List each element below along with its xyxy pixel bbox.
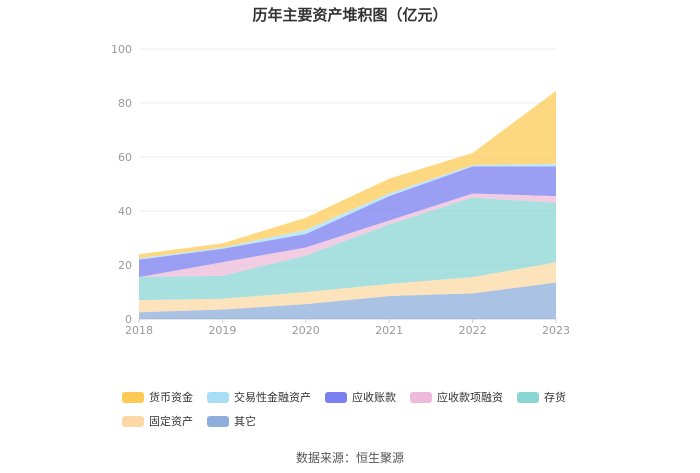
legend-label: 交易性金融资产 <box>234 391 311 404</box>
area-应收款项融资[interactable] <box>139 193 556 278</box>
x-tick-label: 2019 <box>208 324 236 337</box>
legend: 货币资金 交易性金融资产 应收账款 应收款项融资 存货固定资产 其它 <box>122 389 602 429</box>
area-存货[interactable] <box>139 197 556 301</box>
legend-swatch <box>410 391 432 403</box>
y-tick-label: 100 <box>111 43 132 56</box>
area-series <box>139 90 556 319</box>
legend-item[interactable]: 固定资产 <box>122 413 193 429</box>
legend-label: 固定资产 <box>149 415 193 428</box>
legend-swatch <box>207 391 229 403</box>
legend-item[interactable]: 货币资金 <box>122 389 193 405</box>
legend-item[interactable]: 交易性金融资产 <box>207 389 311 405</box>
area-固定资产[interactable] <box>139 262 556 313</box>
x-tick-label: 2023 <box>542 324 570 337</box>
axes: 0 20 40 60 80 100 2018 2019 2020 2021 2022 2023 <box>111 43 570 337</box>
legend-swatch <box>517 391 539 403</box>
area-交易性金融资产[interactable] <box>139 163 556 260</box>
chart-title: 历年主要资产堆积图（亿元） <box>252 6 448 24</box>
legend-item[interactable]: 应收账款 <box>325 389 396 405</box>
legend-label: 应收款项融资 <box>437 391 503 404</box>
y-tick-label: 80 <box>118 97 132 110</box>
legend-label: 货币资金 <box>149 391 193 404</box>
stacked-area-chart: 0 20 40 60 80 100 2018 2019 2020 2021 2022 2023 <box>111 43 570 337</box>
legend-swatch <box>207 415 229 427</box>
area-其它[interactable] <box>139 282 556 319</box>
x-tick-label: 2018 <box>125 324 153 337</box>
legend-swatch <box>122 391 144 403</box>
legend-label: 存货 <box>544 391 566 404</box>
legend-item[interactable]: 存货 <box>517 389 566 405</box>
legend-label: 其它 <box>234 415 256 428</box>
y-tick-label: 60 <box>118 151 132 164</box>
legend-item[interactable]: 应收款项融资 <box>410 389 503 405</box>
legend-swatch <box>325 391 347 403</box>
x-tick-label: 2022 <box>459 324 487 337</box>
legend-item[interactable]: 其它 <box>207 413 256 429</box>
data-source: 数据来源：恒生聚源 <box>295 451 404 465</box>
x-tick-label: 2021 <box>375 324 403 337</box>
x-tick-label: 2020 <box>292 324 320 337</box>
legend-swatch <box>122 415 144 427</box>
y-tick-label: 40 <box>118 205 132 218</box>
y-tick-label: 20 <box>118 259 132 272</box>
area-应收账款[interactable] <box>139 166 556 278</box>
legend-label: 应收账款 <box>352 391 396 404</box>
y-tick-label: 0 <box>125 313 132 326</box>
